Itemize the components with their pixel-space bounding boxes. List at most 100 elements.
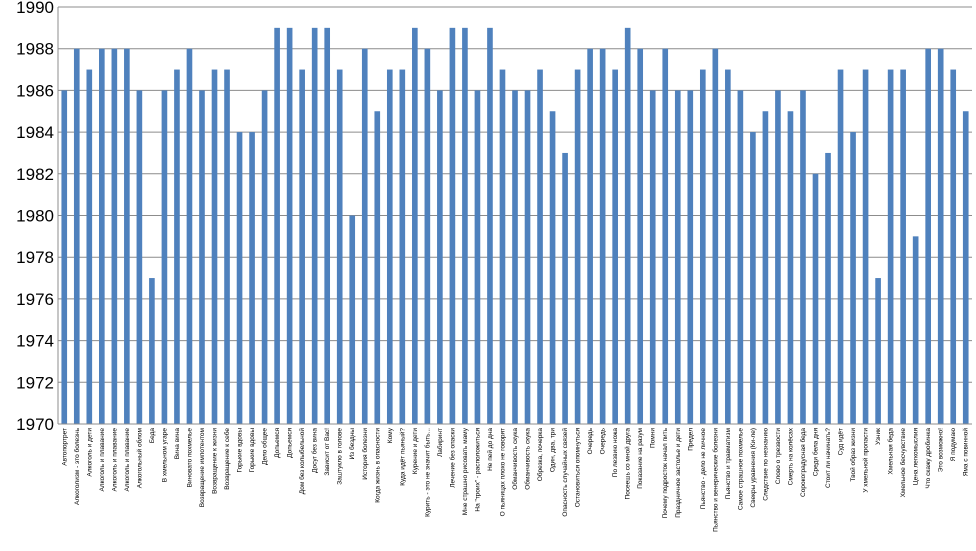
- bar: [662, 48, 669, 424]
- x-tick-label: Алкоголизм - это болезнь: [73, 427, 81, 505]
- x-tick-label: История болезни: [361, 428, 369, 480]
- x-axis-tick-labels: Автопортрет Алкоголизм - это болезнь Алког…: [61, 427, 969, 532]
- bar: [412, 27, 418, 424]
- bar: [99, 48, 105, 424]
- x-tick-label: Допьемся: [274, 428, 281, 458]
- x-tick-label: Курить - это не значит быть...: [423, 428, 431, 517]
- bar: [549, 111, 556, 424]
- x-tick-label: Почему подросток начал пить: [662, 427, 669, 518]
- x-tick-label: Среди бела дня: [811, 428, 819, 477]
- x-tick-label: Из бездны: [348, 428, 356, 460]
- x-tick-label: Свекры уравнения (Ки-ле): [750, 428, 757, 508]
- bar: [249, 132, 255, 424]
- bar: [161, 90, 168, 425]
- x-tick-label: Кому: [387, 427, 394, 443]
- bar: [524, 90, 531, 425]
- bar: [149, 278, 155, 424]
- x-tick-label: Цена легкомыслия: [913, 428, 920, 486]
- x-tick-label: Обрезка, почерка: [536, 428, 544, 482]
- x-tick-label: Очередь: [587, 427, 594, 454]
- x-tick-label: Беда: [149, 428, 156, 444]
- y-tick-label: 1972: [16, 373, 54, 392]
- bar: [825, 152, 831, 424]
- bar: [512, 90, 518, 425]
- bar: [674, 90, 681, 425]
- y-tick-label: 1976: [16, 290, 54, 309]
- bar: [299, 69, 305, 425]
- x-tick-label: Не пей до дна: [486, 428, 494, 471]
- bar: [136, 90, 143, 425]
- bar: [174, 69, 180, 425]
- x-tick-label: Возвращение к жизни: [212, 428, 219, 494]
- bar: [725, 69, 731, 425]
- bar: [86, 69, 93, 425]
- x-tick-label: Обманчивость скука: [524, 428, 532, 490]
- bar: [462, 27, 468, 424]
- bar: [800, 90, 806, 425]
- x-tick-label: Допьемся: [287, 428, 294, 458]
- bar: [599, 48, 606, 424]
- x-tick-label: Следствие по незнанию: [762, 428, 769, 501]
- bar: [424, 48, 431, 424]
- y-tick-label: 1988: [16, 40, 54, 59]
- bar: [762, 111, 769, 424]
- bar: [612, 69, 618, 425]
- x-tick-label: В хмельном угаре: [161, 428, 168, 483]
- x-tick-label: Когда жизнь в опасности: [374, 428, 381, 503]
- x-tick-label: Алкоголь и плавание: [99, 428, 106, 492]
- x-tick-label: Мне страшно рисовать маму: [462, 427, 469, 515]
- bar: [537, 69, 543, 425]
- x-tick-label: Суд идёт: [838, 428, 845, 455]
- x-tick-label: Обманчивость скука: [511, 428, 519, 490]
- bar: [637, 48, 644, 424]
- x-tick-label: Остановиться опомнуться: [575, 428, 582, 508]
- bars: [61, 27, 969, 425]
- bar: [437, 90, 443, 425]
- bar: [361, 48, 368, 424]
- x-tick-label: Лабиринт: [436, 428, 444, 457]
- x-tick-label: Горькие вдовы: [249, 428, 256, 473]
- x-tick-label: Очередь: [600, 427, 607, 454]
- bar: [775, 90, 781, 425]
- x-tick-label: Это возможно!: [938, 428, 945, 472]
- x-tick-label: Самое страшное похмелье: [737, 428, 744, 511]
- x-tick-label: Алкоголь и дети: [86, 428, 93, 477]
- x-tick-label: Досуг без вина: [311, 428, 319, 473]
- bar: [787, 111, 794, 424]
- x-tick-label: О пьяницах плохо не говорят: [499, 428, 506, 516]
- bar: [386, 69, 393, 425]
- x-tick-label: Вина вина: [174, 428, 181, 460]
- x-tick-label: Опасность случайных связей: [561, 428, 569, 517]
- x-tick-label: Пьянство и травматизм: [725, 427, 732, 499]
- x-tick-label: Курение и дети: [412, 428, 419, 474]
- x-tick-label: Стоит ли начинать?: [825, 428, 832, 488]
- x-tick-label: Пьянство - дело не личное: [700, 428, 707, 510]
- bar: [587, 48, 593, 424]
- x-tick-label: Хмельная беда: [887, 428, 895, 475]
- bar: [574, 69, 581, 425]
- x-tick-label: У хмельной пропасти: [862, 428, 870, 493]
- x-tick-label: Праздничное застолье и дети: [675, 428, 682, 518]
- bar: [962, 111, 969, 424]
- x-tick-label: Зависит от Вас!: [324, 428, 331, 476]
- x-tick-label: Яма с повинной: [962, 428, 970, 477]
- bar: [111, 48, 118, 424]
- x-tick-label: Что скажу дробинка: [924, 428, 932, 489]
- bar: [737, 90, 744, 425]
- bar: [449, 27, 456, 424]
- bar: [311, 27, 318, 424]
- x-tick-label: Сорокоградусная беда: [799, 428, 807, 497]
- x-tick-label: Дом без колыбельной: [298, 428, 306, 495]
- y-tick-label: 1978: [16, 248, 54, 267]
- x-tick-label: Возвращение к себе: [223, 428, 231, 490]
- x-tick-label: По лезвию ножа: [612, 428, 619, 478]
- x-tick-label: Слово о трезвости: [775, 428, 782, 485]
- x-tick-label: Твой образ жизни: [849, 428, 857, 482]
- bar: [699, 69, 706, 425]
- bar: [925, 48, 931, 424]
- bar: [499, 69, 506, 425]
- bar: [474, 90, 481, 425]
- bar: [850, 132, 856, 424]
- bar: [912, 236, 919, 424]
- bar: [562, 152, 568, 424]
